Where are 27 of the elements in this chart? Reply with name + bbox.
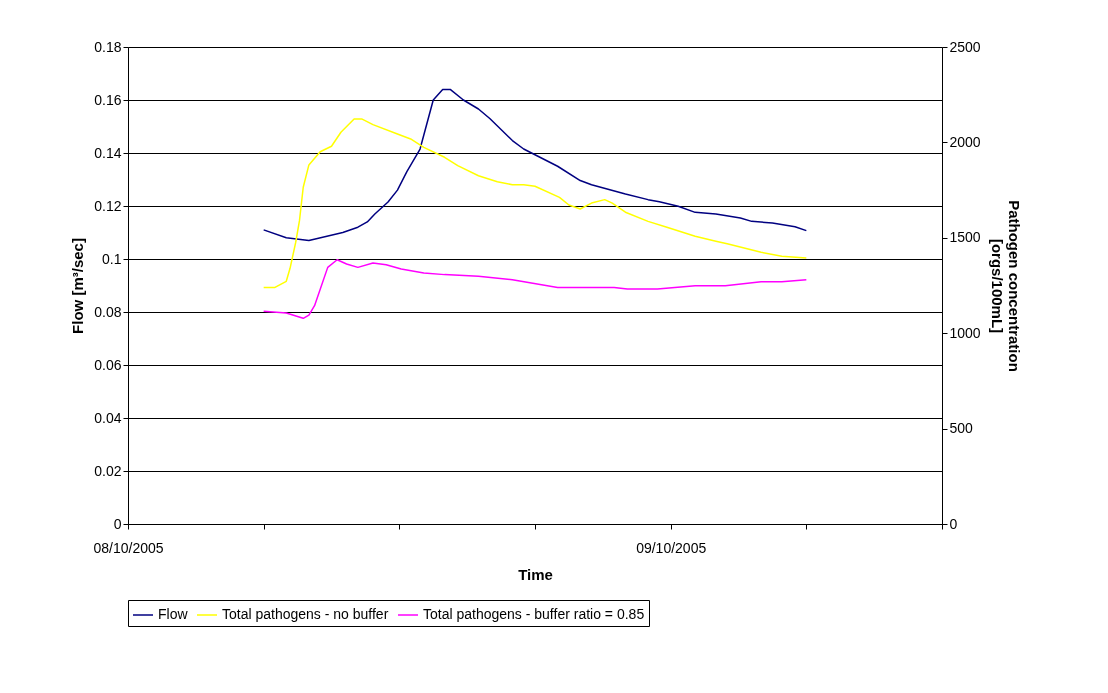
y2-tick-label: 1500: [949, 229, 981, 246]
y-tick-label: 0.02: [94, 462, 122, 479]
y-tick-label: 0.04: [94, 409, 122, 426]
y-axis-title: Flow [m³/sec]: [69, 238, 87, 334]
y-tick-label: 0.16: [94, 91, 122, 108]
y2-tick-label: 0: [949, 515, 958, 532]
x-axis-title: Time: [518, 565, 553, 583]
line-series: [262, 118, 808, 289]
y-tick-label: 0.1: [102, 250, 122, 267]
y-tick-label: 0.14: [94, 144, 122, 161]
y-tick-label: 0.08: [94, 303, 122, 320]
y2-axis-title: Pathogen concentration [orgs/100mL]: [988, 200, 1023, 372]
line-series: [262, 88, 808, 242]
y2-tick-label: 2500: [949, 38, 981, 55]
y-tick-label: 0.18: [94, 38, 122, 55]
y-tick-label: 0.12: [94, 197, 122, 214]
line-series: [262, 258, 808, 320]
x-tick-label: 09/10/2005: [636, 539, 707, 556]
x-tick-label: 08/10/2005: [93, 539, 164, 556]
y2-tick-label: 2000: [949, 133, 981, 150]
legend-label: Flow: [158, 606, 189, 622]
y2-tick-label: 500: [949, 420, 974, 437]
y-tick-label: 0: [113, 515, 122, 532]
legend-label: Total pathogens - buffer ratio = 0.85: [423, 606, 645, 622]
y-tick-label: 0.06: [94, 356, 122, 373]
y2-tick-label: 1000: [949, 324, 981, 341]
legend-label: Total pathogens - no buffer: [222, 606, 389, 622]
